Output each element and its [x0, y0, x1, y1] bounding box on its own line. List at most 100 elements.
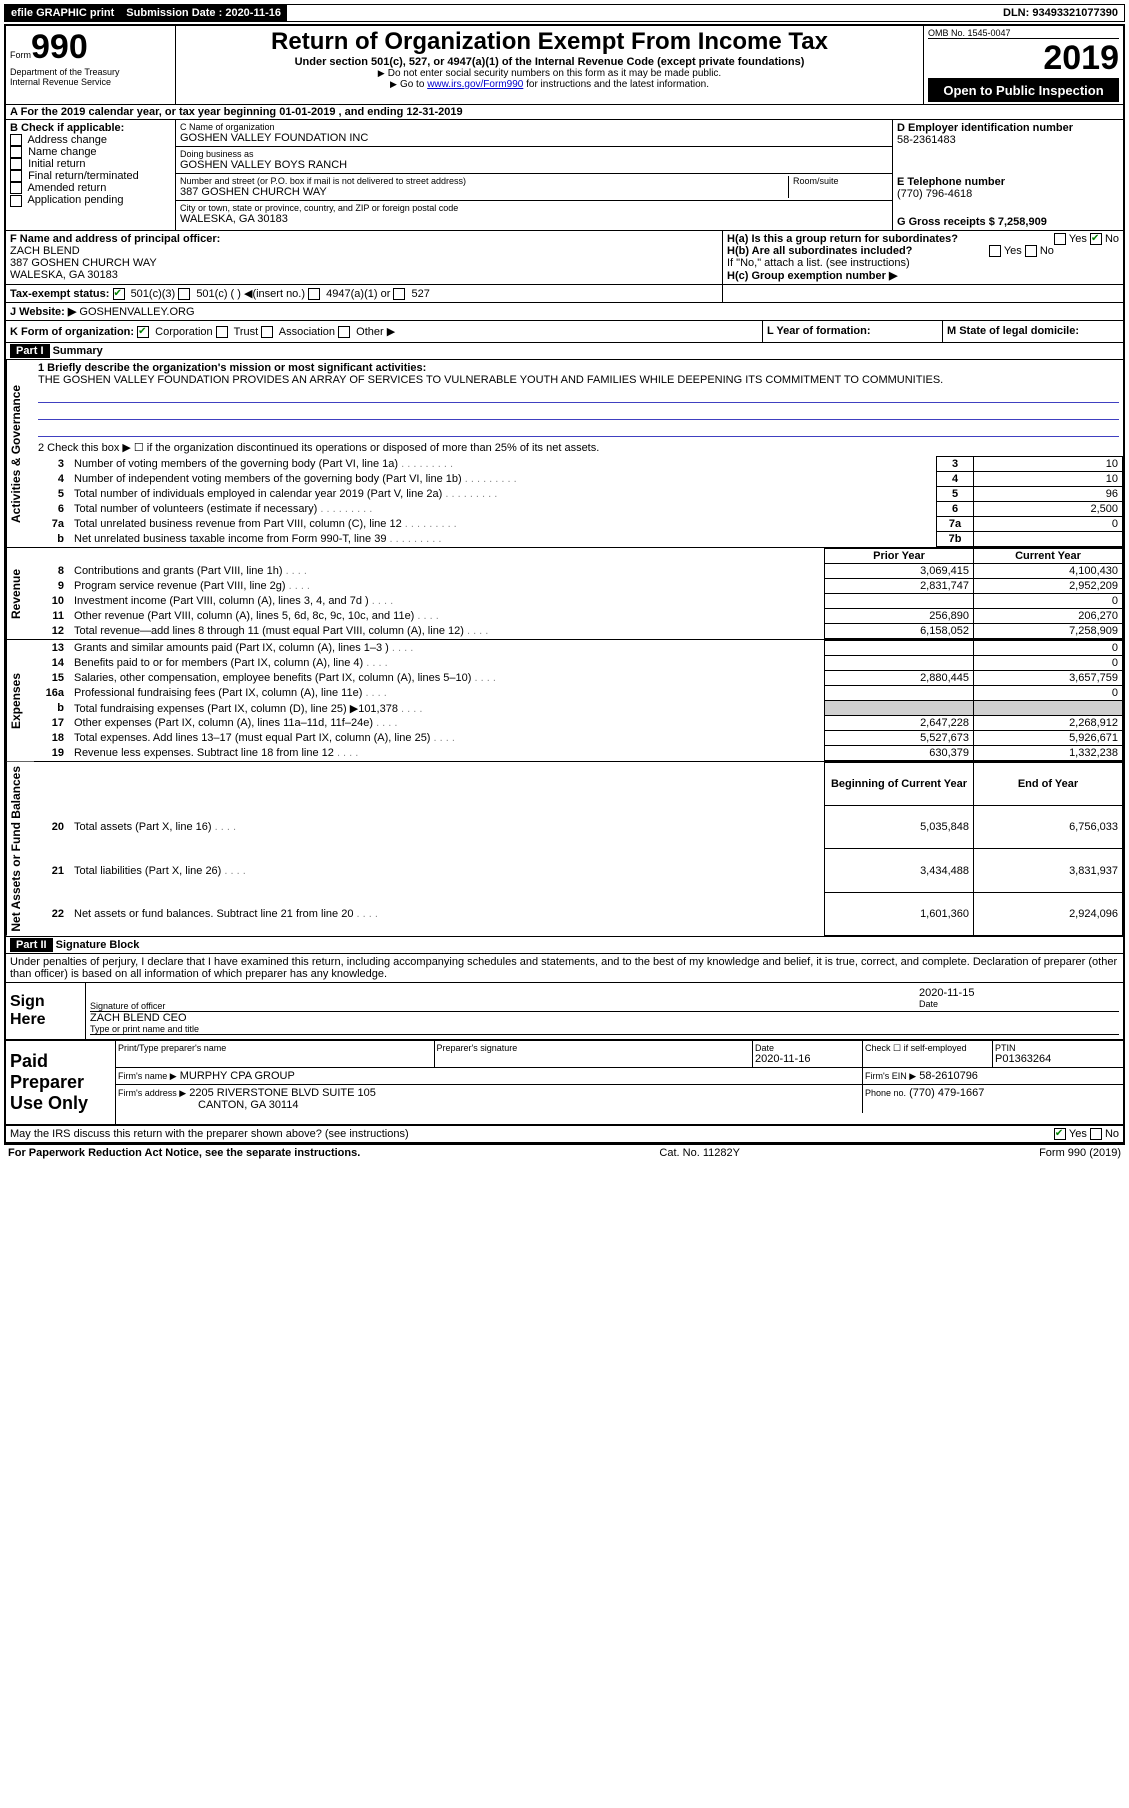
4947-checkbox[interactable]	[308, 288, 320, 300]
city-label: City or town, state or province, country…	[180, 203, 888, 213]
efile-print-button[interactable]: efile GRAPHIC print	[5, 5, 120, 21]
phone-label: E Telephone number	[897, 176, 1119, 188]
governance-table: 3Number of voting members of the governi…	[34, 456, 1123, 547]
form-prefix: Form	[10, 50, 31, 60]
section-b-option: Final return/terminated	[28, 170, 139, 182]
trust-checkbox[interactable]	[216, 326, 228, 338]
firm-addr1: 2205 RIVERSTONE BLVD SUITE 105	[189, 1087, 376, 1099]
sig-date-label: Date	[919, 999, 1119, 1009]
footer: For Paperwork Reduction Act Notice, see …	[4, 1145, 1125, 1161]
section-b-checkbox[interactable]	[10, 146, 22, 158]
yes-label: Yes	[1069, 233, 1087, 245]
submission-date-button[interactable]: Submission Date : 2020-11-16	[120, 5, 287, 21]
dln-value: 93493321077390	[1032, 7, 1118, 19]
firm-name-label: Firm's name ▶	[118, 1071, 177, 1081]
table-row: 8Contributions and grants (Part VIII, li…	[34, 564, 1123, 579]
no-label: No	[1105, 233, 1119, 245]
gross-receipts: G Gross receipts $ 7,258,909	[897, 216, 1119, 228]
officer-print-name: ZACH BLEND CEO	[90, 1012, 1119, 1024]
section-b-checkbox[interactable]	[10, 195, 22, 207]
cat-number: Cat. No. 11282Y	[659, 1147, 740, 1159]
dln: DLN: 93493321077390	[997, 5, 1124, 21]
4947-label: 4947(a)(1) or	[326, 288, 390, 300]
table-row: 17Other expenses (Part IX, column (A), l…	[34, 716, 1123, 731]
h-b-note: If "No," attach a list. (see instruction…	[727, 257, 1119, 269]
table-row: 5Total number of individuals employed in…	[34, 487, 1123, 502]
table-row: 18Total expenses. Add lines 13–17 (must …	[34, 731, 1123, 746]
table-row: 14Benefits paid to or for members (Part …	[34, 656, 1123, 671]
h-a-no-checkbox[interactable]	[1090, 233, 1102, 245]
hint-ssn: Do not enter social security numbers on …	[388, 68, 721, 79]
expenses-side-label: Expenses	[6, 640, 34, 761]
table-row: 13Grants and similar amounts paid (Part …	[34, 641, 1123, 656]
net-assets-table: Beginning of Current YearEnd of Year20To…	[34, 762, 1123, 936]
phone-value: (770) 796-4618	[897, 188, 1119, 200]
net-side-label: Net Assets or Fund Balances	[6, 762, 34, 936]
ein-value: 58-2361483	[897, 134, 1119, 146]
year-formation-label: L Year of formation:	[763, 321, 943, 342]
expenses-table: 13Grants and similar amounts paid (Part …	[34, 640, 1123, 761]
table-row: 19Revenue less expenses. Subtract line 1…	[34, 746, 1123, 761]
section-b-checkbox[interactable]	[10, 158, 22, 170]
omb-number: OMB No. 1545-0047	[928, 28, 1119, 39]
arrow-icon	[390, 79, 400, 90]
firm-addr-label: Firm's address ▶	[118, 1088, 186, 1098]
discuss-row: May the IRS discuss this return with the…	[6, 1124, 1123, 1143]
section-b-label: B Check if applicable:	[10, 122, 171, 134]
addr-label: Number and street (or P.O. box if mail i…	[180, 176, 788, 186]
revenue-side-label: Revenue	[6, 548, 34, 639]
sig-date: 2020-11-15	[919, 987, 1119, 999]
corp-label: Corporation	[155, 326, 212, 338]
no-label: No	[1040, 245, 1054, 257]
part2-title: Signature Block	[56, 939, 140, 951]
h-c-label: H(c) Group exemption number ▶	[727, 269, 1119, 282]
firm-name: MURPHY CPA GROUP	[180, 1070, 295, 1082]
501c-label: 501(c) ( ) ◀(insert no.)	[196, 288, 305, 300]
form-subtitle: Under section 501(c), 527, or 4947(a)(1)…	[180, 56, 919, 68]
section-b-option: Amended return	[27, 182, 106, 194]
header-row: Form990 Department of the Treasury Inter…	[6, 26, 1123, 105]
paid-preparer-label: Paid Preparer Use Only	[6, 1041, 116, 1124]
discuss-yes-checkbox[interactable]	[1054, 1128, 1066, 1140]
revenue-table: Prior YearCurrent Year8Contributions and…	[34, 548, 1123, 639]
type-print-label: Type or print name and title	[90, 1024, 1119, 1034]
h-a-yes-checkbox[interactable]	[1054, 233, 1066, 245]
ptin-value: P01363264	[995, 1053, 1121, 1065]
org-name-label: C Name of organization	[180, 122, 888, 132]
website-value: GOSHENVALLEY.ORG	[79, 306, 194, 318]
form-frame: Form990 Department of the Treasury Inter…	[4, 24, 1125, 1145]
table-row: bTotal fundraising expenses (Part IX, co…	[34, 701, 1123, 716]
activities-section: Activities & Governance 1 Briefly descri…	[6, 360, 1123, 548]
mission-blank-line	[38, 420, 1119, 437]
instructions-link[interactable]: www.irs.gov/Form990	[427, 79, 523, 90]
yes-label: Yes	[1004, 245, 1022, 257]
part1-header: Part I Summary	[6, 343, 1123, 360]
527-checkbox[interactable]	[393, 288, 405, 300]
h-b-yes-checkbox[interactable]	[989, 245, 1001, 257]
h-b-no-checkbox[interactable]	[1025, 245, 1037, 257]
table-row: bNet unrelated business taxable income f…	[34, 532, 1123, 547]
h-a-label: H(a) Is this a group return for subordin…	[727, 233, 958, 245]
assoc-label: Association	[279, 326, 335, 338]
501c3-checkbox[interactable]	[113, 288, 125, 300]
section-b-option: Name change	[28, 146, 97, 158]
other-checkbox[interactable]	[338, 326, 350, 338]
section-b-checkbox[interactable]	[10, 134, 22, 146]
form-org-label: K Form of organization:	[10, 326, 134, 338]
expenses-section: Expenses 13Grants and similar amounts pa…	[6, 640, 1123, 762]
tax-year: 2019	[928, 39, 1119, 79]
preparer-name-label: Print/Type preparer's name	[116, 1041, 435, 1067]
discuss-no-checkbox[interactable]	[1090, 1128, 1102, 1140]
table-row: 6Total number of volunteers (estimate if…	[34, 502, 1123, 517]
table-row: 22Net assets or fund balances. Subtract …	[34, 892, 1123, 935]
table-row: 10Investment income (Part VIII, column (…	[34, 594, 1123, 609]
section-b-checkbox[interactable]	[10, 170, 22, 182]
corp-checkbox[interactable]	[137, 326, 149, 338]
preparer-sig-label: Preparer's signature	[435, 1041, 754, 1067]
no-label: No	[1105, 1128, 1119, 1140]
section-b-checkbox[interactable]	[10, 182, 22, 194]
top-bar: efile GRAPHIC print Submission Date : 20…	[4, 4, 1125, 22]
ein-label: D Employer identification number	[897, 122, 1119, 134]
assoc-checkbox[interactable]	[261, 326, 273, 338]
501c-checkbox[interactable]	[178, 288, 190, 300]
